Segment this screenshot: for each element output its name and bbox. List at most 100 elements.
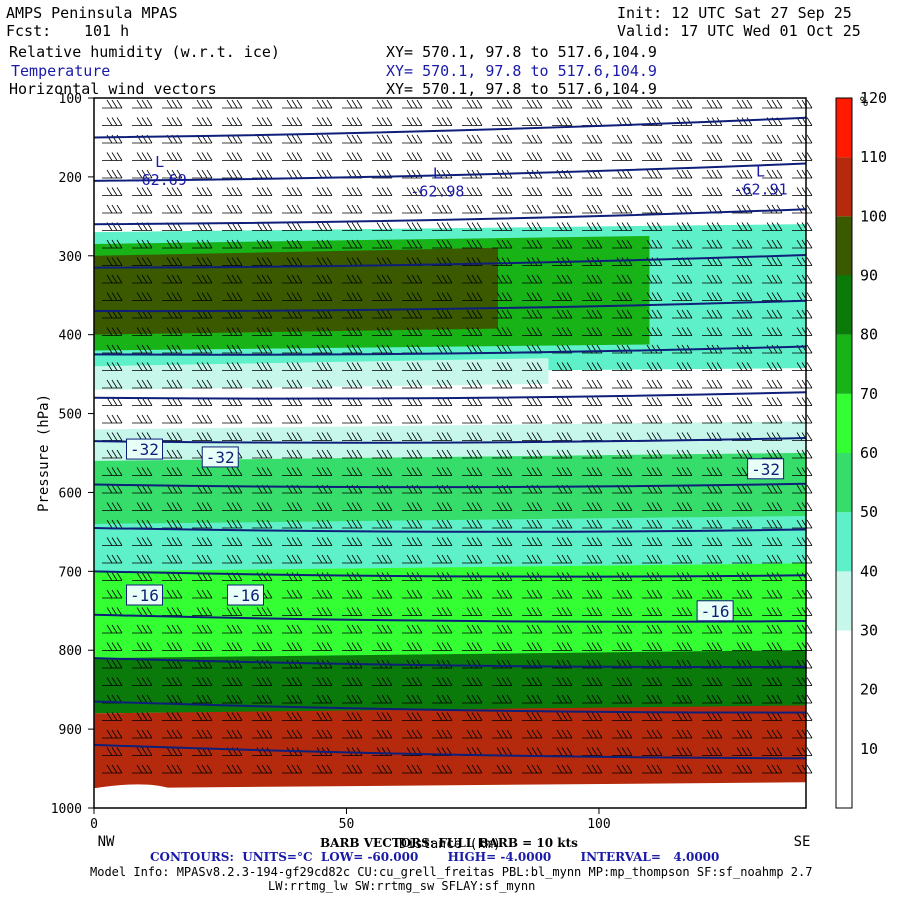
wind-barb <box>402 764 423 774</box>
wind-barb <box>402 484 423 494</box>
wind-barb <box>402 99 423 109</box>
wind-barb <box>642 519 663 529</box>
wind-barb <box>132 764 153 774</box>
wind-barb <box>102 712 123 721</box>
wind-barb <box>612 379 633 389</box>
contour-label-box <box>226 584 264 606</box>
wind-barb <box>672 222 693 231</box>
wind-barb <box>762 414 783 424</box>
wind-barb <box>222 659 243 669</box>
wind-barb <box>402 327 423 336</box>
wind-barb <box>792 397 813 406</box>
wind-barb <box>672 309 693 319</box>
wind-barb <box>102 677 123 686</box>
wind-barb <box>162 449 183 459</box>
wind-barb <box>642 257 663 266</box>
wind-barb <box>792 169 813 179</box>
wind-barb <box>162 152 183 161</box>
wind-barb <box>732 397 753 406</box>
wind-barb <box>492 309 513 319</box>
wind-barb <box>672 362 693 371</box>
wind-barb <box>492 519 513 529</box>
wind-barb <box>672 449 693 459</box>
wind-barb <box>702 152 723 161</box>
wind-barb <box>552 502 573 511</box>
wind-barb <box>792 344 813 354</box>
wind-barb <box>612 747 633 756</box>
wind-barb <box>372 414 393 424</box>
wind-barb <box>702 187 723 196</box>
forecast-hours: 101 h <box>84 22 130 40</box>
wind-barb <box>282 414 303 424</box>
wind-barb <box>252 484 273 494</box>
wind-barb <box>462 99 483 109</box>
wind-barb <box>162 257 183 266</box>
wind-barb <box>282 764 303 774</box>
wind-barb <box>492 134 513 144</box>
wind-barb <box>792 659 813 669</box>
wind-barb <box>402 362 423 371</box>
wind-barb <box>642 134 663 144</box>
wind-barb <box>192 589 213 599</box>
wind-barb <box>402 379 423 389</box>
wind-barb <box>762 204 783 214</box>
wind-barb <box>642 222 663 231</box>
wind-barb <box>402 187 423 196</box>
wind-barb <box>492 379 513 389</box>
wind-barb <box>762 747 783 756</box>
contour-label: -16 <box>701 602 730 621</box>
wind-barb <box>792 572 813 581</box>
init-time: Init: 12 UTC Sat 27 Sep 25 <box>617 4 852 22</box>
wind-barb <box>372 187 393 196</box>
wind-barb <box>492 414 513 424</box>
wind-barb <box>402 134 423 144</box>
wind-barb <box>432 292 453 301</box>
wind-barb <box>612 642 633 651</box>
temperature-contour <box>93 345 807 356</box>
wind-barb <box>672 257 693 266</box>
wind-barb <box>432 117 453 126</box>
wind-barb <box>102 204 123 214</box>
wind-barb <box>582 204 603 214</box>
wind-barb <box>672 152 693 161</box>
wind-barb <box>552 712 573 721</box>
wind-barb <box>732 414 753 424</box>
wind-barb <box>762 677 783 686</box>
wind-barb <box>312 292 333 301</box>
wind-barb <box>462 449 483 459</box>
wind-barb <box>552 659 573 669</box>
wind-barb <box>642 747 663 756</box>
wind-barb <box>642 712 663 721</box>
wind-barb <box>162 537 183 546</box>
colorbar-label: 80 <box>860 326 878 344</box>
wind-barb <box>192 362 213 371</box>
wind-barb <box>342 204 363 214</box>
wind-barb <box>372 134 393 144</box>
wind-barb <box>642 467 663 476</box>
wind-barb <box>222 764 243 774</box>
wind-barb <box>282 712 303 721</box>
wind-barb <box>522 204 543 214</box>
wind-barb <box>132 239 153 249</box>
wind-barb <box>462 152 483 161</box>
wind-barb <box>792 99 813 109</box>
wind-barb <box>102 187 123 196</box>
wind-barb <box>222 519 243 529</box>
wind-barb <box>492 239 513 249</box>
wind-barb <box>402 712 423 721</box>
wind-barb <box>162 187 183 196</box>
wind-barb <box>372 694 393 704</box>
rh-layer-2 <box>94 247 498 335</box>
wind-barb <box>402 519 423 529</box>
wind-barb <box>312 134 333 144</box>
wind-barb <box>792 502 813 511</box>
wind-barb <box>102 344 123 354</box>
colorbar-swatch <box>836 98 852 158</box>
wind-barb <box>792 677 813 686</box>
wind-barb <box>672 99 693 109</box>
wind-barb <box>252 764 273 774</box>
wind-barb <box>282 134 303 144</box>
wind-barb <box>402 239 423 249</box>
wind-barb <box>312 589 333 599</box>
wind-barb <box>732 274 753 284</box>
